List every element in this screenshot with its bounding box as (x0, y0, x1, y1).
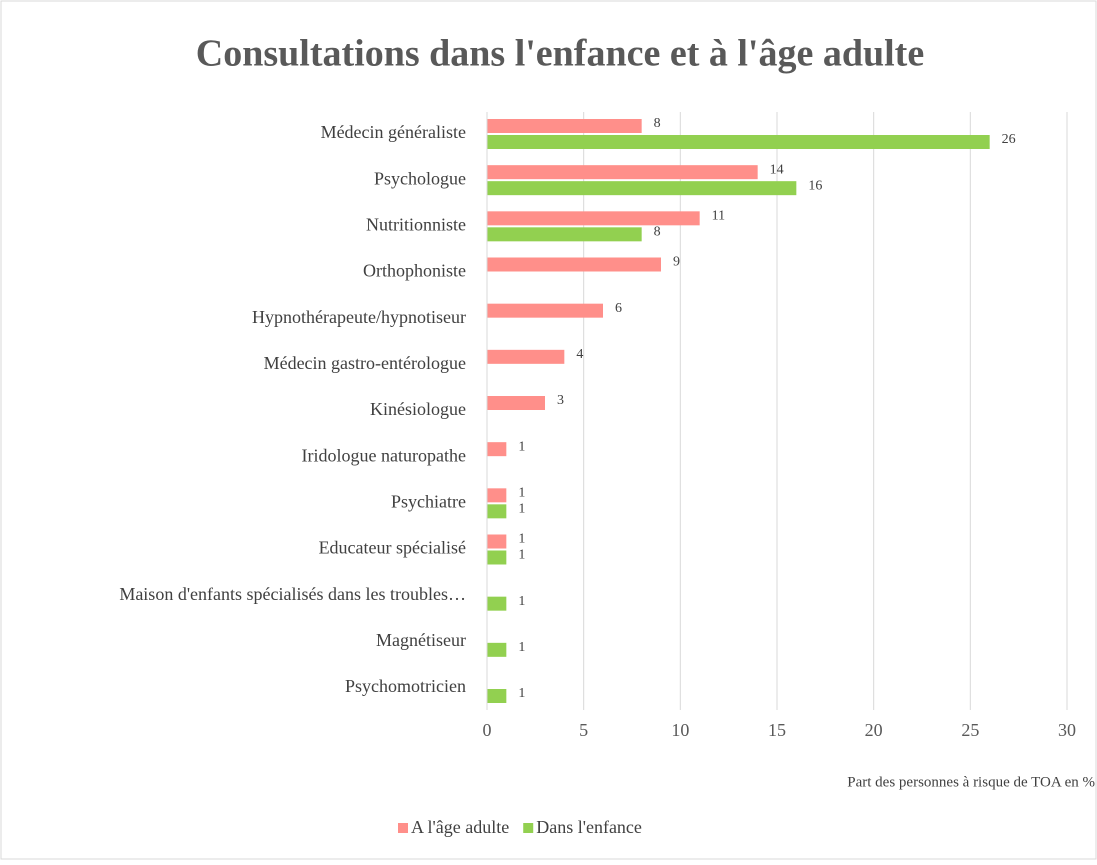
x-tick-label: 25 (961, 720, 979, 740)
y-tick-label: Hypnothérapeute/hypnotiseur (252, 307, 466, 327)
bar (487, 596, 507, 611)
y-tick-label: Psychiatre (391, 491, 466, 511)
data-label: 1 (518, 640, 525, 655)
data-label: 1 (518, 486, 525, 501)
data-label: 1 (518, 548, 525, 563)
x-tick-label: 15 (768, 720, 786, 740)
bar (487, 227, 642, 242)
y-tick-label: Médecin généraliste (321, 122, 466, 142)
data-label: 8 (654, 116, 661, 131)
x-tick-label: 0 (483, 720, 492, 740)
x-tick-label: 20 (865, 720, 883, 740)
data-label: 1 (518, 502, 525, 517)
data-label: 6 (615, 301, 622, 316)
x-tick-label: 5 (579, 720, 588, 740)
bar (487, 257, 661, 272)
chart-title: Consultations dans l'enfance et à l'âge … (196, 33, 924, 75)
data-label: 1 (518, 532, 525, 547)
bar (487, 442, 507, 457)
bar (487, 119, 642, 133)
data-label: 1 (518, 439, 525, 454)
data-label: 11 (712, 209, 725, 224)
data-label: 1 (518, 686, 525, 701)
x-tick-label: 30 (1058, 720, 1076, 740)
bar (487, 550, 507, 565)
y-tick-label: Nutritionniste (366, 214, 466, 234)
bar (487, 349, 565, 364)
y-tick-label: Magnétiseur (376, 630, 466, 650)
legend-label: A l'âge adulte (411, 817, 509, 837)
x-axis-title: Part des personnes à risque de TOA en % (847, 774, 1095, 790)
bar (487, 303, 603, 318)
data-label: 4 (576, 347, 583, 362)
y-tick-label: Psychomotricien (345, 676, 466, 696)
data-label: 14 (770, 162, 784, 177)
legend-swatch (523, 823, 534, 833)
y-tick-label: Kinésiologue (370, 399, 466, 419)
data-label: 8 (654, 225, 661, 240)
data-label: 16 (808, 178, 822, 193)
bar (487, 504, 507, 519)
data-label: 9 (673, 255, 680, 270)
data-label: 1 (518, 594, 525, 609)
bar (487, 135, 990, 149)
bar (487, 181, 797, 196)
y-tick-label: Maison d'enfants spécialisés dans les tr… (119, 584, 466, 604)
legend-label: Dans l'enfance (536, 817, 642, 837)
bar (487, 689, 507, 703)
bar (487, 396, 545, 410)
bar (487, 488, 507, 503)
legend-swatch (398, 823, 408, 833)
bar (487, 211, 700, 226)
bar (487, 642, 507, 657)
y-tick-label: Educateur spécialisé (319, 538, 466, 558)
bar (487, 165, 758, 180)
y-tick-label: Iridologue naturopathe (302, 445, 466, 465)
y-tick-label: Médecin gastro-entérologue (264, 353, 466, 373)
bar (487, 534, 507, 549)
y-tick-label: Orthophoniste (363, 261, 466, 281)
data-label: 3 (557, 393, 564, 408)
y-tick-label: Psychologue (374, 168, 466, 188)
data-label: 26 (1002, 132, 1016, 147)
x-tick-label: 10 (671, 720, 689, 740)
